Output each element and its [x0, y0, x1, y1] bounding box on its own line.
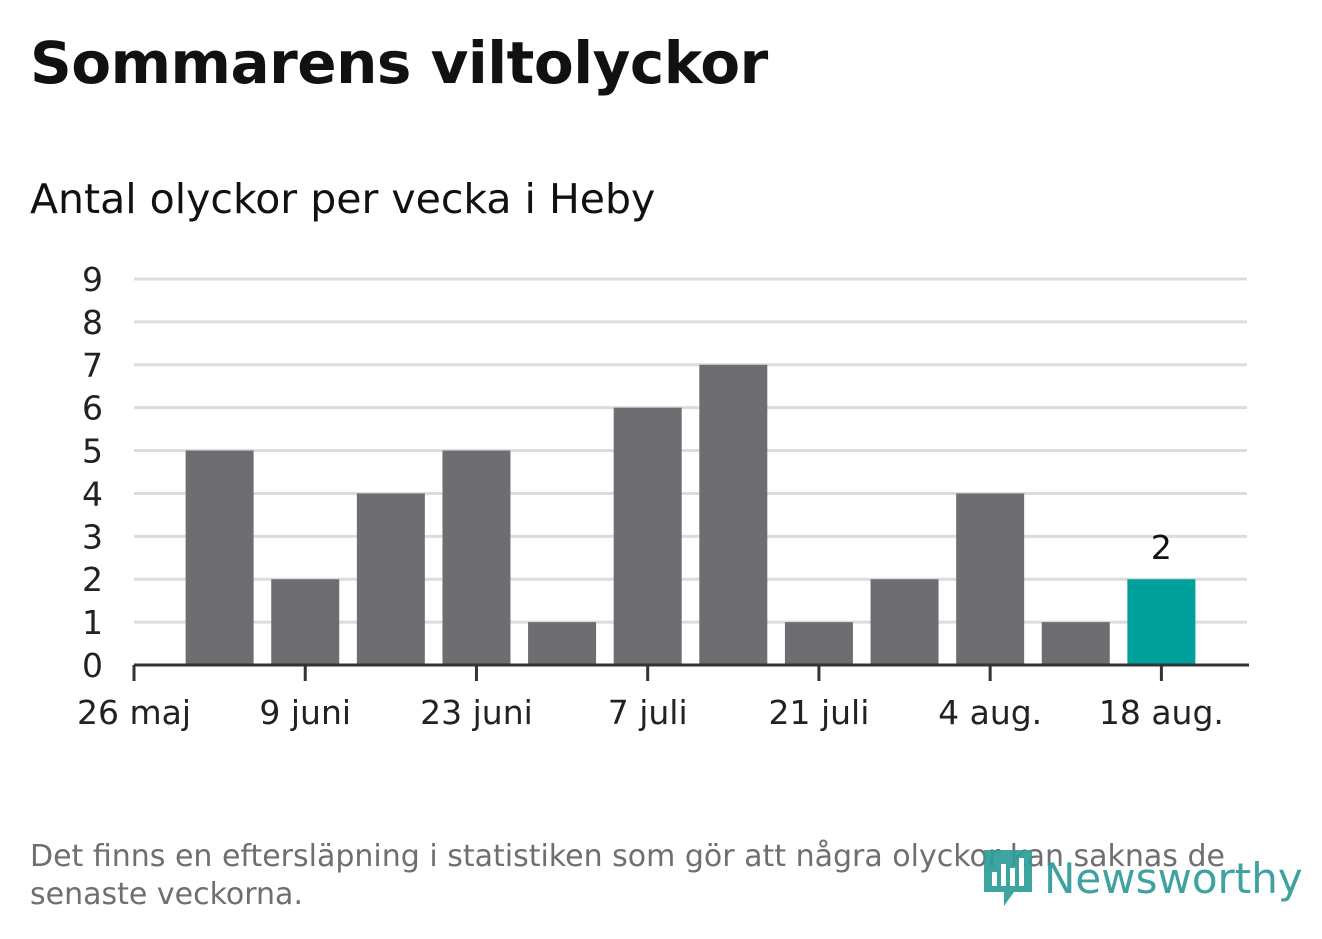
x-tick-label: 21 juli [768, 693, 869, 732]
x-tick-label: 9 juni [259, 693, 351, 732]
bars [185, 364, 1196, 665]
axes [132, 663, 1249, 681]
bar [528, 622, 597, 665]
x-tick-label: 7 juli [608, 693, 688, 732]
y-tick-label: 6 [82, 389, 103, 428]
y-tick-label: 4 [82, 474, 103, 513]
bar [784, 622, 853, 665]
bar [185, 450, 254, 665]
bar [613, 407, 682, 665]
data-label: 2 [1151, 528, 1172, 567]
gridlines [134, 277, 1247, 624]
bar [956, 493, 1025, 665]
y-tick-label: 9 [82, 260, 103, 299]
y-tick-label: 0 [82, 646, 103, 685]
x-tick-label: 18 aug. [1099, 693, 1224, 732]
bar [271, 579, 340, 665]
chart-title: Sommarens viltolyckor [30, 29, 768, 97]
y-tick-label: 8 [82, 303, 103, 342]
labels: 0 1 2 3 45 6 7 8 9 2 26 maj 9 juni 23 juni 7 juli 21 j… [77, 260, 1224, 732]
x-tick-label: 23 juni [420, 693, 533, 732]
brand-name: Newsworthy [1044, 853, 1303, 903]
y-tick-label: 2 [82, 560, 103, 599]
x-tick-label: 4 aug. [938, 693, 1042, 732]
y-tick-label: 3 [82, 517, 103, 556]
bar-highlighted [1127, 579, 1196, 665]
newsworthy-logo-icon [984, 850, 1032, 906]
bar [870, 579, 939, 665]
y-tick-label: 5 [82, 432, 103, 471]
chart-subtitle: Antal olyckor per vecka i Heby [30, 175, 656, 223]
y-tick-label: 1 [82, 603, 103, 642]
bar [442, 450, 511, 665]
y-tick-label: 7 [82, 346, 103, 385]
bar [699, 364, 768, 665]
bar [356, 493, 425, 665]
brand-logo: Newsworthy [980, 846, 1303, 910]
x-tick-label: 26 maj [77, 693, 191, 732]
bar [1041, 622, 1110, 665]
